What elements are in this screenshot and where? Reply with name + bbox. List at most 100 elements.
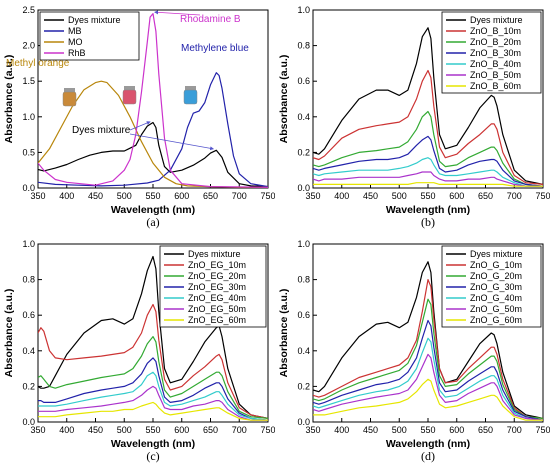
x-tick-label: 450 (363, 425, 378, 435)
x-tick-label: 650 (478, 191, 493, 201)
y-tick-label: 0.0 (297, 183, 310, 193)
legend-label: Dyes mixture (470, 15, 523, 25)
legend-label: Dyes mixture (470, 249, 523, 259)
y-tick-label: 0.8 (22, 275, 35, 285)
legend-label: ZnO_EG_30m (188, 282, 246, 292)
x-tick-label: 600 (449, 425, 464, 435)
y-tick-label: 1.0 (22, 239, 35, 249)
annotation-arrow (154, 10, 201, 16)
y-axis-label: Absorbance (a.u.) (278, 55, 290, 144)
annotation-arrow (129, 133, 215, 151)
x-tick-label: 700 (507, 191, 522, 201)
x-tick-label: 700 (232, 425, 247, 435)
legend-label: ZnO_B_50m (470, 70, 521, 80)
legend-label: ZnO_B_20m (470, 37, 521, 47)
legend-label: ZnO_B_60m (470, 81, 521, 91)
legend-label: ZnO_B_10m (470, 26, 521, 36)
annotation-arrow (129, 121, 151, 131)
legend-label: Dyes mixture (188, 249, 241, 259)
annotation-label: Dyes mixture (72, 125, 131, 136)
x-tick-label: 350 (30, 191, 45, 201)
annotation-label: Methylene blue (181, 43, 249, 54)
x-tick-label: 400 (334, 191, 349, 201)
x-tick-label: 350 (305, 425, 320, 435)
y-tick-label: 0.4 (22, 346, 35, 356)
y-tick-label: 0.2 (297, 381, 310, 391)
vial-orange-icon (62, 88, 77, 107)
x-tick-label: 600 (174, 191, 189, 201)
panel-caption: (d) (421, 449, 435, 463)
x-tick-label: 400 (59, 425, 74, 435)
x-tick-label: 600 (174, 425, 189, 435)
legend-label: MO (68, 37, 83, 47)
series-line-zno-b-50m (313, 171, 543, 187)
x-tick-label: 450 (88, 425, 103, 435)
legend-label: ZnO_EG_50m (188, 304, 246, 314)
y-tick-label: 0.8 (297, 275, 310, 285)
x-tick-label: 400 (59, 191, 74, 201)
x-tick-label: 550 (145, 425, 160, 435)
x-tick-label: 500 (392, 425, 407, 435)
series-line-zno-g-50m (313, 353, 543, 421)
y-axis-label: Absorbance (a.u.) (3, 289, 15, 378)
legend-label: ZnO_G_30m (470, 282, 522, 292)
y-tick-label: 0.8 (297, 41, 310, 51)
series-line-zno-eg-30m (38, 357, 268, 421)
x-tick-label: 500 (117, 425, 132, 435)
y-tick-label: 2.0 (22, 41, 35, 51)
vial-blue-icon (183, 86, 198, 105)
x-tick-label: 750 (260, 191, 275, 201)
y-tick-label: 1.0 (297, 5, 310, 15)
legend-label: ZnO_EG_10m (188, 260, 246, 270)
y-tick-label: 2.5 (22, 5, 35, 15)
series-line-zno-g-20m (313, 298, 543, 419)
x-tick-label: 750 (535, 191, 550, 201)
chart-b-svg: 350 400 450 500 550 600 650 700 750 0.0 0.2 0.4 0.6 0… (278, 5, 550, 229)
x-tick-label: 500 (117, 191, 132, 201)
x-tick-label: 550 (420, 425, 435, 435)
chart-d-svg: 350 400 450 500 550 600 650 700 750 0.0 0.2 0.4 0.6 0… (278, 239, 550, 463)
y-tick-label: 0.0 (22, 183, 35, 193)
series-line-zno-g-10m (313, 279, 543, 419)
x-tick-label: 400 (334, 425, 349, 435)
x-tick-label: 700 (507, 425, 522, 435)
series-line-dyes-mixture (38, 255, 268, 419)
x-tick-label: 450 (363, 191, 378, 201)
x-axis-label: Wavelength (nm) (386, 204, 470, 216)
y-tick-label: 0.6 (22, 310, 35, 320)
legend-label: RhB (68, 48, 86, 58)
x-tick-label: 500 (392, 191, 407, 201)
x-tick-label: 650 (203, 191, 218, 201)
series-line-zno-b-40m (313, 157, 543, 187)
panel-caption: (c) (146, 449, 159, 463)
x-tick-label: 750 (260, 425, 275, 435)
vial-pink-icon (122, 86, 137, 105)
panel-caption: (a) (146, 215, 159, 229)
series-line-mb (38, 72, 268, 188)
y-tick-label: 0.2 (22, 381, 35, 391)
annotation-label: Rhodamine B (180, 14, 241, 25)
legend-label: ZnO_EG_40m (188, 293, 246, 303)
x-tick-label: 550 (145, 191, 160, 201)
series-line-dyes-mixture (313, 261, 543, 419)
chart-panel-c: 350 400 450 500 550 600 650 700 750 0.0 0.2 0.4 0.6 0… (0, 234, 275, 467)
y-tick-label: 1.5 (22, 76, 35, 86)
y-tick-label: 1.0 (297, 239, 310, 249)
x-axis-label: Wavelength (nm) (111, 438, 195, 450)
legend-label: MB (68, 26, 82, 36)
x-tick-label: 350 (305, 191, 320, 201)
y-tick-label: 0.5 (22, 147, 35, 157)
y-tick-label: 0.4 (297, 112, 310, 122)
x-tick-label: 350 (30, 425, 45, 435)
series-line-zno-g-40m (313, 337, 543, 421)
y-tick-label: 1.0 (22, 112, 35, 122)
legend-label: Dyes mixture (68, 15, 121, 25)
x-tick-label: 750 (535, 425, 550, 435)
series-line-zno-b-60m (313, 182, 543, 187)
y-axis-label: Absorbance (a.u.) (278, 289, 290, 378)
x-tick-label: 650 (478, 425, 493, 435)
chart-a-svg: 350 400 450 500 550 600 650 700 750 0.0 0.5 1.0 1.5 2… (3, 5, 275, 229)
x-axis-label: Wavelength (nm) (386, 438, 470, 450)
legend-label: ZnO_B_40m (470, 59, 521, 69)
